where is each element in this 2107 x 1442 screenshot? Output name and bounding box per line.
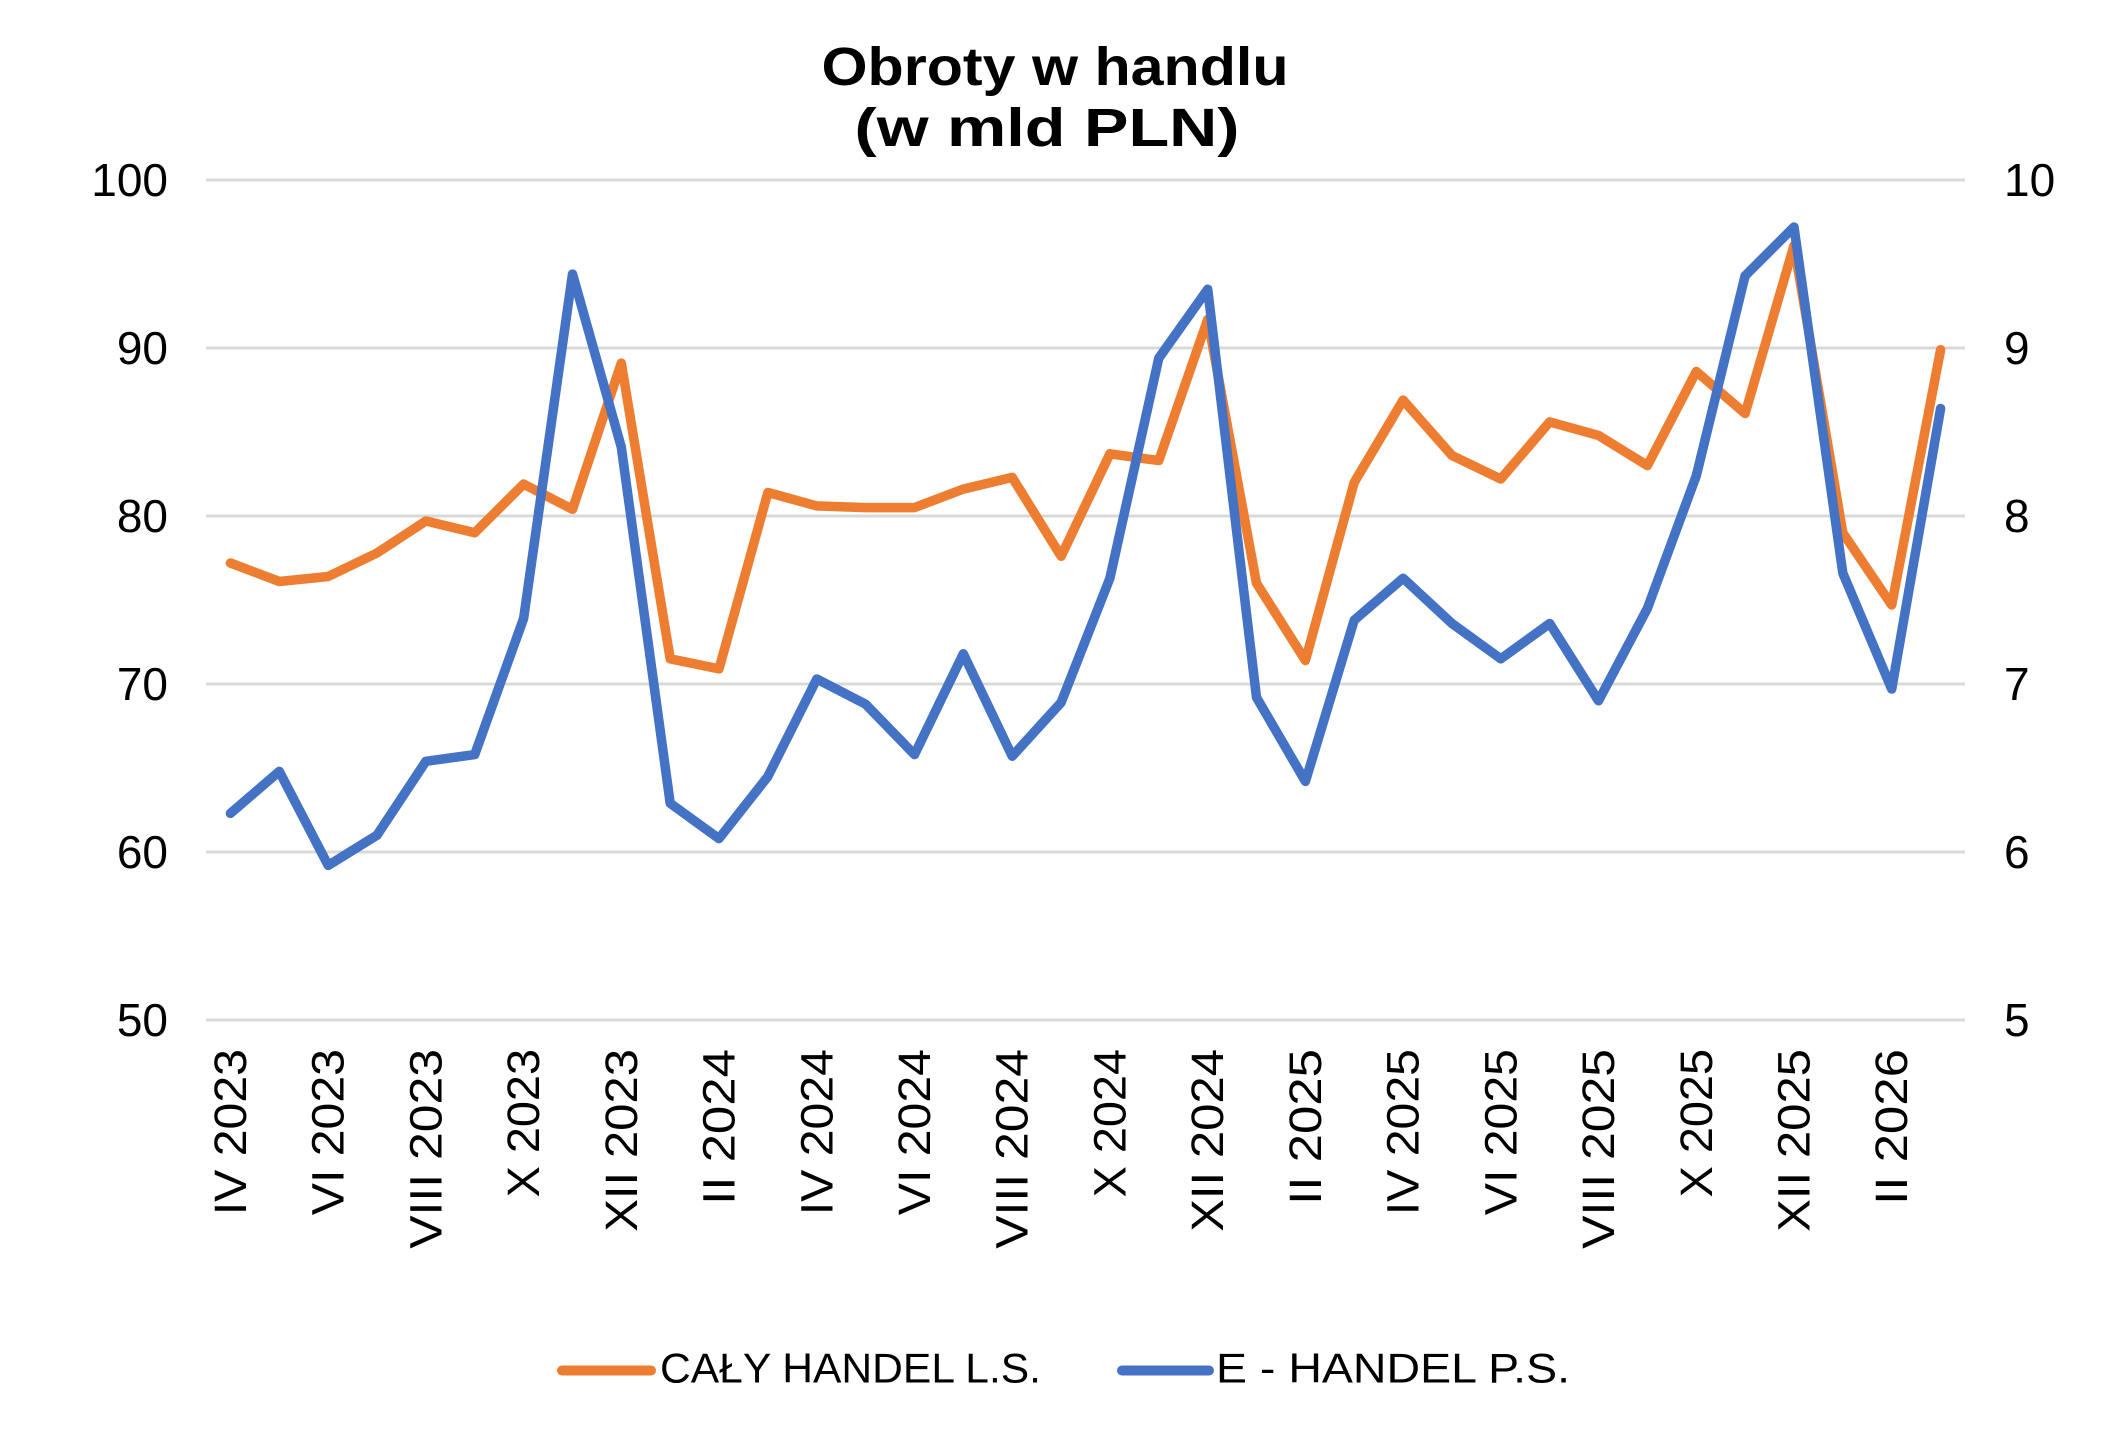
svg-text:X 2025: X 2025 <box>1671 1049 1722 1197</box>
svg-text:9: 9 <box>2004 322 2030 374</box>
svg-text:X 2024: X 2024 <box>1084 1049 1135 1197</box>
svg-text:II 2024: II 2024 <box>694 1049 745 1205</box>
svg-text:VI 2023: VI 2023 <box>303 1049 354 1215</box>
svg-text:XII 2024: XII 2024 <box>1182 1049 1233 1232</box>
svg-text:II 2026: II 2026 <box>1866 1049 1917 1205</box>
svg-text:VIII 2025: VIII 2025 <box>1573 1049 1624 1249</box>
svg-text:50: 50 <box>117 994 168 1046</box>
svg-text:VIII 2024: VIII 2024 <box>987 1049 1038 1249</box>
svg-text:90: 90 <box>117 322 168 374</box>
svg-text:60: 60 <box>117 826 168 878</box>
svg-text:E - HANDEL P.S.: E - HANDEL P.S. <box>1216 1345 1570 1392</box>
svg-text:VI 2024: VI 2024 <box>889 1049 940 1215</box>
svg-text:100: 100 <box>91 154 168 206</box>
svg-text:X 2023: X 2023 <box>498 1049 549 1197</box>
svg-text:IV 2025: IV 2025 <box>1378 1049 1429 1215</box>
svg-text:8: 8 <box>2004 490 2030 542</box>
svg-text:70: 70 <box>117 658 168 710</box>
svg-text:10: 10 <box>2004 154 2055 206</box>
svg-text:IV 2023: IV 2023 <box>205 1049 256 1215</box>
svg-text:XII 2025: XII 2025 <box>1769 1049 1820 1232</box>
svg-text:5: 5 <box>2004 994 2030 1046</box>
svg-text:CAŁY HANDEL L.S.: CAŁY HANDEL L.S. <box>660 1345 1041 1392</box>
svg-text:Obroty w handlu: Obroty w handlu <box>822 37 1289 97</box>
svg-text:7: 7 <box>2004 658 2030 710</box>
svg-text:(w mld PLN): (w mld PLN) <box>855 98 1240 158</box>
svg-text:II 2025: II 2025 <box>1280 1049 1331 1205</box>
svg-text:XII 2023: XII 2023 <box>596 1049 647 1232</box>
svg-text:80: 80 <box>117 490 168 542</box>
svg-text:VIII 2023: VIII 2023 <box>400 1049 451 1249</box>
svg-text:6: 6 <box>2004 826 2030 878</box>
svg-text:IV 2024: IV 2024 <box>791 1049 842 1215</box>
svg-text:VI 2025: VI 2025 <box>1475 1049 1526 1215</box>
